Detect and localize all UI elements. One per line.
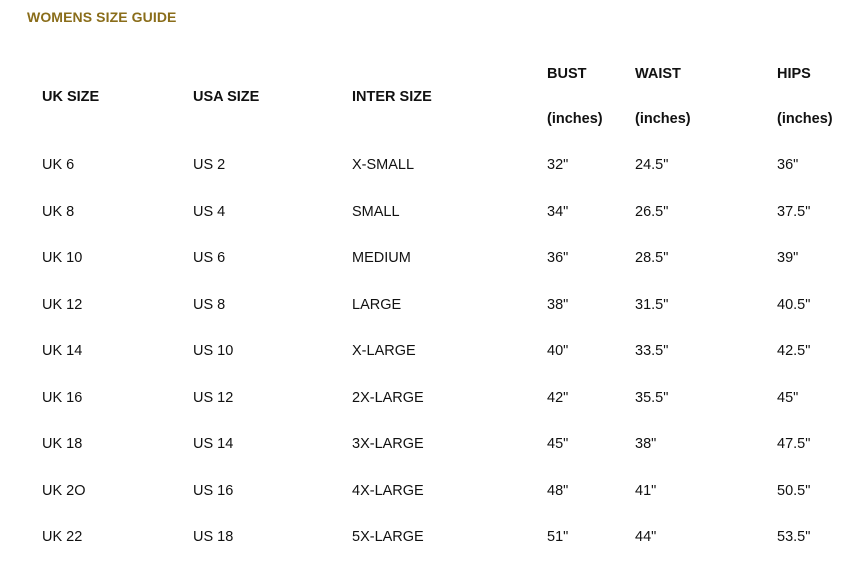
table-cell: 2X-LARGE [352, 389, 424, 406]
table-cell: 37.5" [777, 203, 811, 220]
column-header-unit: (inches) [547, 111, 603, 127]
table-cell: 40" [547, 343, 569, 359]
table-cell: 31.5" [635, 296, 669, 313]
table-cell: 36" [547, 250, 569, 266]
column-header: USA SIZE [193, 89, 260, 105]
table-cell: US 18 [193, 529, 234, 545]
page-title: WOMENS SIZE GUIDE [27, 9, 177, 25]
table-cell: UK 22 [42, 529, 83, 545]
table-cell: 39" [777, 250, 799, 266]
table-cell: 38" [547, 296, 569, 313]
column-header: BUST [547, 66, 587, 82]
table-cell: US 10 [193, 343, 234, 359]
table-cell: MEDIUM [352, 250, 411, 266]
table-cell: 35.5" [635, 389, 669, 406]
table-cell: UK 14 [42, 343, 83, 359]
table-cell: LARGE [352, 296, 402, 313]
table-cell: UK 8 [42, 203, 75, 220]
table-cell: 45" [777, 389, 799, 406]
table-cell: 53.5" [777, 529, 811, 545]
table-cell: 26.5" [635, 203, 669, 220]
table-cell: 4X-LARGE [352, 482, 424, 499]
table-cell: 48" [547, 482, 569, 499]
table-cell: UK 12 [42, 296, 83, 313]
table-cell: 33.5" [635, 343, 669, 359]
table-cell: 42.5" [777, 343, 811, 359]
table-cell: US 4 [193, 203, 226, 220]
table-cell: 3X-LARGE [352, 436, 424, 452]
table-cell: UK 6 [42, 157, 75, 173]
table-cell: 24.5" [635, 157, 669, 173]
table-cell: 36" [777, 157, 799, 173]
table-cell: UK 2O [42, 482, 86, 499]
table-cell: UK 16 [42, 389, 83, 406]
table-cell: 50.5" [777, 482, 811, 499]
table-cell: 40.5" [777, 296, 811, 313]
column-header: HIPS [777, 66, 811, 82]
table-cell: US 2 [193, 157, 226, 173]
table-cell: 41" [635, 482, 657, 499]
table-cell: 34" [547, 203, 569, 220]
table-cell: 28.5" [635, 250, 669, 266]
table-cell: 45" [547, 436, 569, 452]
column-header-unit: (inches) [635, 111, 691, 127]
table-cell: US 12 [193, 389, 234, 406]
table-cell: 32" [547, 157, 569, 173]
table-cell: UK 18 [42, 436, 83, 452]
table-cell: X-LARGE [352, 343, 416, 359]
column-header: WAIST [635, 66, 681, 82]
table-cell: US 8 [193, 296, 226, 313]
table-cell: US 14 [193, 436, 234, 452]
table-cell: X-SMALL [352, 157, 415, 173]
table-cell: 42" [547, 389, 569, 406]
column-header: UK SIZE [42, 89, 100, 105]
table-cell: US 16 [193, 482, 234, 499]
column-header-unit: (inches) [777, 111, 833, 127]
table-cell: SMALL [352, 203, 400, 220]
table-cell: 44" [635, 529, 657, 545]
table-cell: 47.5" [777, 436, 811, 452]
table-cell: 5X-LARGE [352, 529, 424, 545]
column-header: INTER SIZE [352, 89, 432, 105]
table-cell: 38" [635, 436, 657, 452]
table-cell: 51" [547, 529, 569, 545]
table-cell: US 6 [193, 250, 226, 266]
table-cell: UK 10 [42, 250, 83, 266]
